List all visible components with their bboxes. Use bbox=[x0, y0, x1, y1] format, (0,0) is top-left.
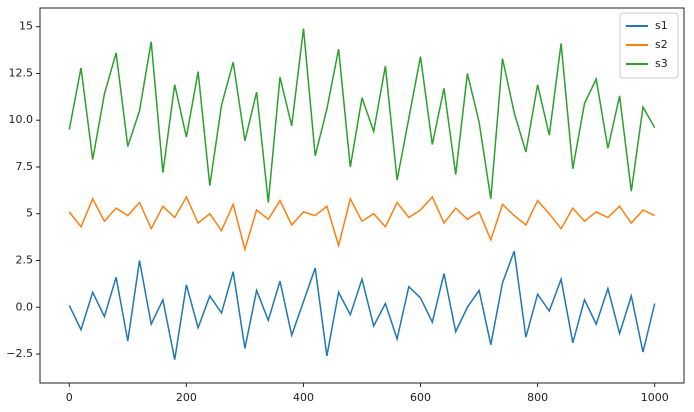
legend-label: s2 bbox=[655, 38, 668, 51]
y-tick-label: 15 bbox=[19, 20, 33, 33]
y-tick-label: 2.5 bbox=[16, 253, 34, 266]
series-line bbox=[68, 250, 656, 360]
y-tick-label: −2.5 bbox=[6, 347, 33, 360]
x-tick-label: 1000 bbox=[641, 391, 669, 404]
x-tick-label: 0 bbox=[66, 391, 73, 404]
legend-box bbox=[619, 12, 679, 79]
legend-label: s1 bbox=[655, 19, 668, 32]
y-tick-label: 0.0 bbox=[16, 300, 34, 313]
x-tick-label: 600 bbox=[410, 391, 431, 404]
legend-label: s3 bbox=[655, 57, 668, 70]
y-tick-label: 5 bbox=[26, 207, 33, 220]
y-tick-label: 7.5 bbox=[16, 160, 34, 173]
series-line bbox=[68, 195, 656, 253]
x-tick-label: 800 bbox=[527, 391, 548, 404]
y-tick-label: 12.5 bbox=[9, 66, 34, 79]
series-line bbox=[68, 28, 656, 203]
plot-frame bbox=[39, 7, 685, 384]
x-tick-label: 200 bbox=[176, 391, 197, 404]
x-tick-label: 400 bbox=[293, 391, 314, 404]
y-tick-label: 10.0 bbox=[9, 113, 34, 126]
